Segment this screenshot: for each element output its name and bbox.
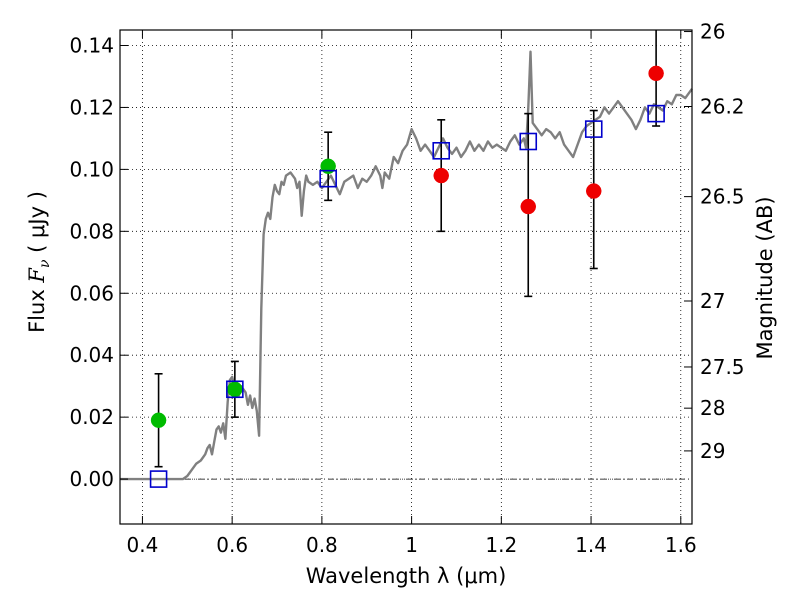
y-tick-labels: 0.00 0.02 0.04 0.06 0.08 0.10 0.12 0.14 (69, 33, 114, 491)
y-axis-title-symbol: F (25, 267, 49, 284)
y-tick-label: 0.14 (69, 33, 114, 57)
x-tick-label: 1.2 (485, 533, 517, 557)
y-axis-title-subscript: ν (37, 259, 53, 268)
x-tick-label: 1.6 (665, 533, 697, 557)
data-point (227, 381, 243, 398)
model-square-marker (432, 141, 451, 160)
model-square-marker (319, 169, 337, 188)
right-tick-label: 27.5 (700, 355, 745, 379)
grid-lines (120, 30, 692, 524)
y-tick-label: 0.00 (69, 467, 114, 491)
y-tick-label: 0.02 (69, 405, 114, 429)
right-tick-label: 27 (700, 289, 725, 313)
y-tick-label: 0.12 (69, 95, 114, 119)
x-tick-label: 1 (405, 533, 418, 557)
right-tick-label: 26 (700, 20, 725, 44)
model-square-marker (647, 104, 665, 123)
model-square-marker (149, 470, 168, 488)
right-tick-labels: 26 26.2 26.5 27 27.5 28 29 (700, 20, 745, 463)
model-sed-line-layer (120, 50, 693, 481)
right-tick-label: 29 (700, 439, 725, 463)
data-point (520, 198, 537, 215)
data-points (149, 65, 665, 488)
plot-frame (119, 29, 693, 525)
model-square-marker (226, 380, 244, 399)
model-sed-line (120, 50, 693, 481)
y-tick-label: 0.08 (69, 219, 114, 243)
right-axis-title: Magnitude (AB) (753, 196, 777, 359)
y-axis-title-prefix: Flux (25, 283, 49, 333)
data-point (648, 65, 664, 82)
model-square-marker (584, 120, 603, 138)
x-tick-label: 0.4 (127, 533, 159, 557)
x-axis-title: Wavelength λ (μm) (306, 564, 507, 588)
axis-ticks (120, 30, 692, 524)
y-tick-label: 0.04 (69, 343, 114, 367)
x-tick-label: 0.6 (216, 533, 248, 557)
right-tick-label: 26.5 (700, 185, 745, 209)
data-point (150, 412, 167, 428)
y-axis-title-unit: ( μJy ) (25, 191, 49, 259)
data-point (586, 183, 602, 199)
error-bars (154, 30, 661, 468)
right-tick-label: 26.2 (700, 95, 745, 119)
y-axis-title: Flux Fν ( μJy ) (25, 191, 53, 333)
y-tick-label: 0.06 (69, 281, 114, 305)
x-tick-labels: 0.4 0.6 0.8 1 1.2 1.4 1.6 (127, 533, 697, 557)
y-tick-label: 0.10 (69, 157, 114, 181)
data-point (433, 167, 449, 184)
data-point (320, 158, 336, 175)
x-tick-label: 1.4 (575, 533, 607, 557)
right-tick-label: 28 (700, 396, 725, 420)
x-tick-label: 0.8 (306, 533, 338, 557)
model-square-marker (519, 132, 538, 151)
